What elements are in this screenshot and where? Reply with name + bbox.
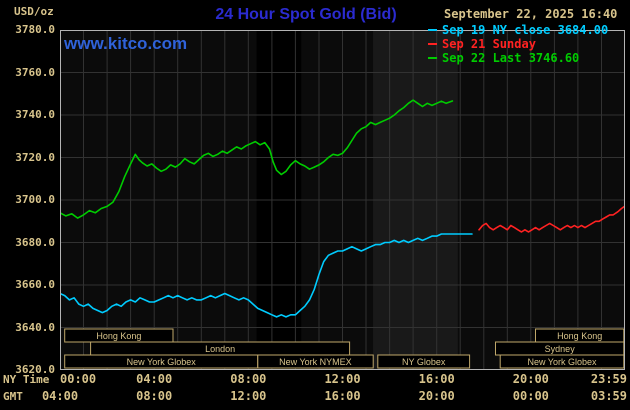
plot-area: Hong Kong Hong Kong London Sydney New York G… (59, 30, 626, 370)
x-axis-gmt-tick-label: 00:00 (512, 389, 549, 403)
price-line-sep-19-ny-close (59, 233, 473, 318)
chart-timestamp: September 22, 2025 16:40 (444, 7, 618, 21)
y-axis-tick-label: 3660.0 (15, 278, 55, 291)
x-axis-gmt-tick-label: 16:00 (324, 389, 361, 403)
legend-item: Sep 22 Last 3746.60 (428, 51, 608, 65)
legend-item: Sep 21 Sunday (428, 37, 608, 51)
x-axis-ny-tick-label: 20:00 (512, 372, 549, 386)
y-axis-tick-label: 3620.0 (15, 363, 55, 376)
x-axis-gmt-tick-label: 03:59 (590, 389, 627, 403)
x-axis-ny-tick-label: 16:00 (418, 372, 455, 386)
session-label: NY Globex (402, 357, 446, 367)
kitco-logo-link[interactable]: www.kitco.com (64, 34, 188, 53)
y-axis-tick-label: 3680.0 (15, 235, 55, 249)
y-axis-units-label: USD/oz (14, 5, 54, 18)
x-axis-gmt-tick-label: 08:00 (136, 389, 173, 403)
price-line-sep-22-last (59, 99, 454, 219)
y-axis-tick-label: 3720.0 (15, 150, 55, 164)
session-label: Hong Kong (557, 331, 602, 341)
legend-label: Sep 19 NY close 3684.00 (442, 23, 609, 37)
session-box (257, 354, 374, 369)
x-axis-ny-tick-label: 08:00 (230, 372, 267, 386)
chart-canvas: Hong Kong Hong Kong London Sydney New York G… (59, 30, 626, 370)
session-label: London (205, 344, 235, 354)
chart-title: 24 Hour Spot Gold (Bid) (215, 6, 397, 23)
session-label: Hong Kong (96, 331, 141, 341)
price-line-sep-21-sunday (478, 205, 626, 233)
x-axis-ny-tick-label: 12:00 (324, 372, 361, 386)
x-axis-gmt-tick-label: 12:00 (230, 389, 267, 403)
x-axis-ny-tick-label: 23:59 (590, 372, 627, 386)
session-box (377, 354, 471, 369)
x-axis-ny-tick-label: 04:00 (136, 372, 173, 386)
y-axis-tick-label: 3780.0 (15, 23, 55, 36)
gmt-axis-caption: GMT (3, 390, 23, 403)
y-axis-tick-label: 3740.0 (15, 108, 55, 121)
legend-item: Sep 19 NY close 3684.00 (428, 23, 608, 37)
session-label: New York Globex (527, 357, 597, 367)
chart-legend: Sep 19 NY close 3684.00 Sep 21 Sunday Sep … (428, 23, 608, 65)
legend-label: Sep 21 Sunday (442, 37, 536, 51)
legend-dash-icon (428, 57, 437, 59)
x-axis-ny-tick-label: 00:00 (60, 372, 97, 386)
plot-border (60, 30, 625, 370)
x-axis-gmt-tick-label: 04:00 (41, 389, 79, 403)
ny-time-axis-caption: NY Time (3, 373, 50, 386)
session-label: Sydney (545, 344, 576, 354)
legend-dash-icon (428, 43, 437, 45)
y-axis-tick-label: 3640.0 (15, 320, 55, 334)
legend-dash-icon (428, 29, 437, 31)
y-axis-tick-label: 3760.0 (15, 65, 55, 79)
session-label: New York NYMEX (279, 357, 352, 367)
session-box (499, 354, 625, 369)
session-label: New York Globex (127, 357, 197, 367)
x-axis-gmt-tick-label: 20:00 (418, 389, 455, 403)
y-axis-tick-label: 3700.0 (15, 193, 55, 206)
legend-label: Sep 22 Last 3746.60 (442, 51, 580, 65)
